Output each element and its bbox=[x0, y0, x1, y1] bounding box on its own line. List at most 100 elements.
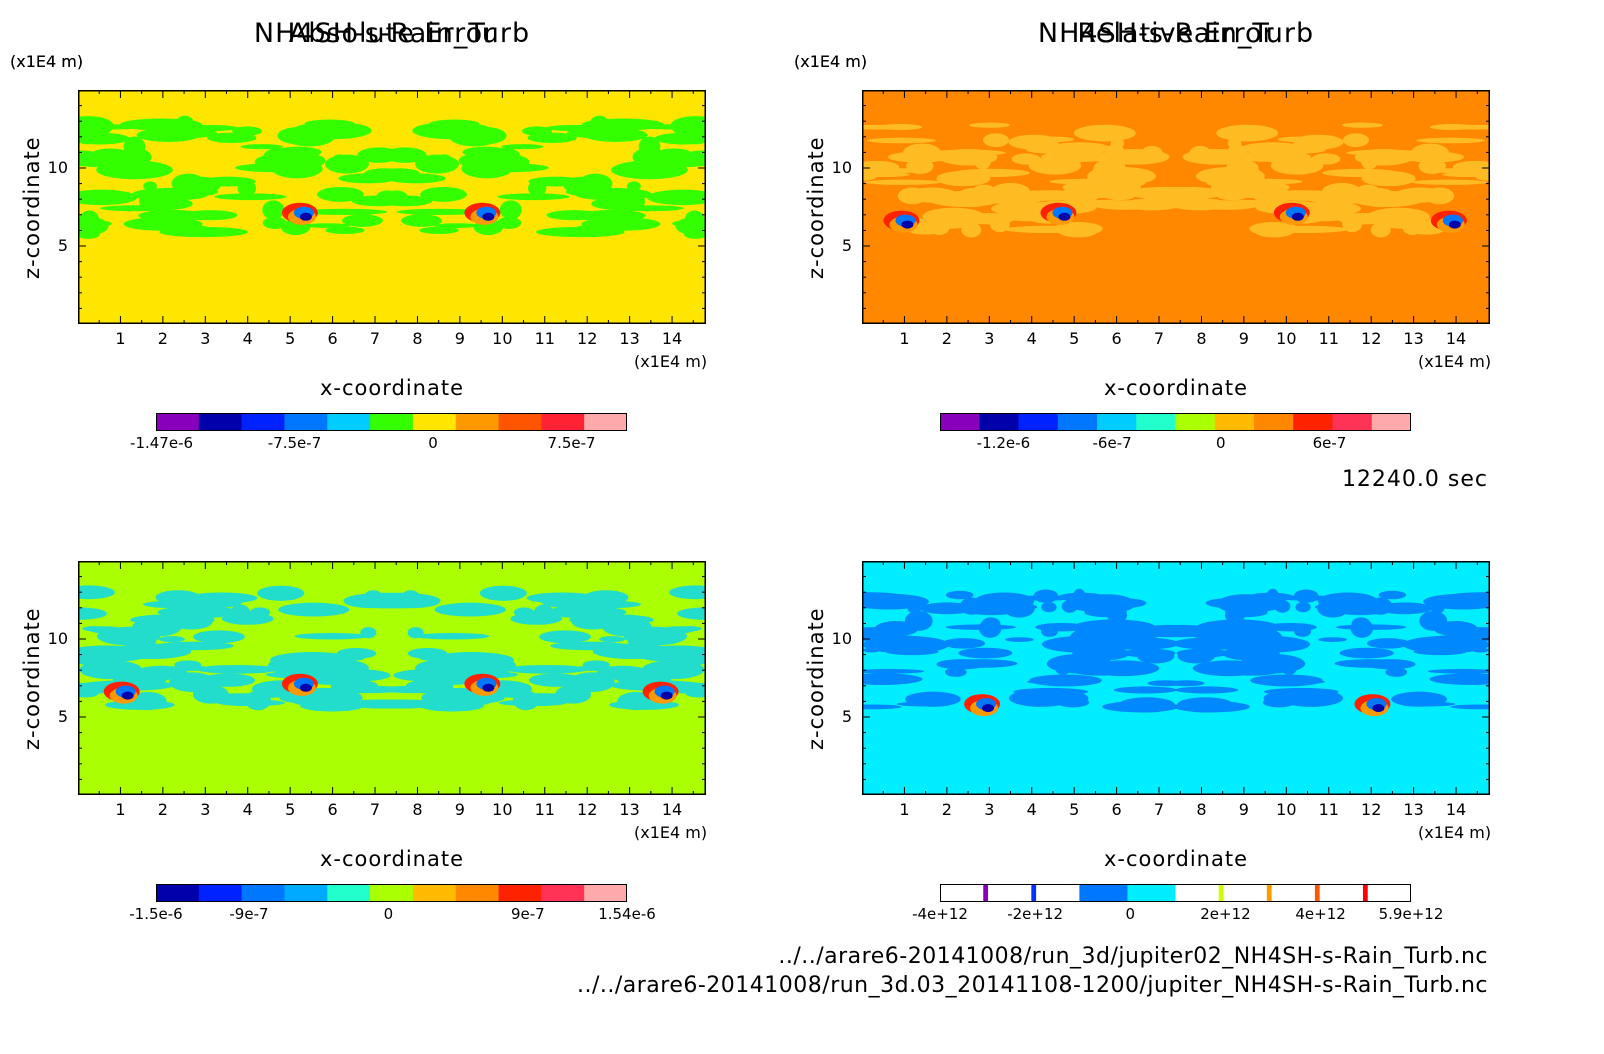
y-tick-label: 10 bbox=[47, 629, 68, 648]
y-tick-label: 10 bbox=[831, 629, 852, 648]
field-patch bbox=[862, 634, 919, 642]
field-patch bbox=[1029, 674, 1102, 687]
field-patch bbox=[1356, 184, 1380, 198]
field-patch bbox=[1295, 601, 1311, 613]
field-patch bbox=[1005, 190, 1095, 201]
colorbar-segment bbox=[584, 413, 627, 430]
colorbar-segment bbox=[979, 413, 1019, 430]
field-patch bbox=[341, 214, 383, 227]
field-patch bbox=[1339, 647, 1394, 659]
field-patch bbox=[578, 173, 613, 194]
field-patch bbox=[438, 154, 452, 164]
field-patch bbox=[654, 132, 706, 145]
field-patch bbox=[862, 160, 900, 174]
panel-title: Absolute Error bbox=[288, 18, 496, 49]
field-patch bbox=[1263, 691, 1302, 706]
x-tick-label: 4 bbox=[1026, 329, 1037, 348]
y-tick-label: 5 bbox=[841, 236, 852, 255]
colorbar-segment bbox=[1218, 884, 1225, 901]
source-file: ../../arare6-20141008/run_3d/jupiter02_N… bbox=[778, 944, 1488, 969]
y-unit-label: (x1E4 m) bbox=[794, 52, 868, 71]
field-patch bbox=[497, 216, 522, 230]
x-tick-label: 1 bbox=[115, 800, 126, 819]
x-tick-label: 2 bbox=[157, 800, 168, 819]
core-feature bbox=[281, 202, 318, 225]
field-patch bbox=[1264, 622, 1317, 632]
x-unit-label: (x1E4 m) bbox=[1418, 823, 1492, 842]
y-tick-label: 5 bbox=[57, 236, 68, 255]
colorbar-tick-label: 0 bbox=[428, 434, 438, 452]
field-patch bbox=[676, 626, 702, 632]
field-patch bbox=[200, 176, 256, 187]
field-patch bbox=[196, 664, 279, 674]
x-tick-label: 3 bbox=[200, 800, 211, 819]
field-patch bbox=[1062, 180, 1142, 195]
field-patch bbox=[544, 227, 622, 238]
core-feature bbox=[1430, 210, 1467, 233]
colorbar-segment bbox=[284, 884, 328, 901]
x-tick-label: 2 bbox=[941, 329, 952, 348]
x-tick-label: 14 bbox=[1445, 800, 1467, 819]
field-patch bbox=[500, 144, 544, 150]
field-patch bbox=[581, 217, 661, 231]
field-patch bbox=[1049, 151, 1123, 162]
field-patch bbox=[1334, 659, 1407, 668]
field-patch bbox=[336, 647, 377, 659]
field-patch bbox=[420, 186, 467, 202]
x-tick-label: 14 bbox=[661, 329, 683, 348]
colorbar-segment bbox=[412, 413, 457, 430]
field-patch bbox=[1008, 134, 1059, 150]
field-patch bbox=[479, 585, 527, 601]
field-patch bbox=[433, 223, 481, 228]
field-patch bbox=[646, 189, 706, 206]
field-patch bbox=[685, 689, 706, 698]
source-file: ../../arare6-20141008/run_3d.03_20141108… bbox=[576, 973, 1488, 998]
x-unit-label: (x1E4 m) bbox=[634, 352, 708, 371]
x-tick-label: 12 bbox=[1361, 329, 1382, 348]
field-patch bbox=[1427, 668, 1490, 674]
x-tick-label: 4 bbox=[1026, 800, 1037, 819]
field-patch bbox=[1429, 124, 1475, 131]
field-patch bbox=[1452, 160, 1490, 174]
field-patch bbox=[78, 132, 130, 145]
y-axis-label: z-coordinate bbox=[804, 607, 828, 750]
colorbar-segment bbox=[1271, 884, 1316, 901]
field-patch bbox=[338, 173, 398, 184]
colorbar-tick-label: -4e+12 bbox=[912, 905, 968, 923]
field-patch bbox=[862, 592, 899, 598]
field-patch bbox=[989, 215, 1010, 233]
field-patch bbox=[896, 701, 952, 707]
field-patch bbox=[596, 665, 649, 681]
x-tick-label: 1 bbox=[899, 329, 910, 348]
x-tick-label: 10 bbox=[1276, 800, 1297, 819]
field-patch bbox=[566, 128, 637, 139]
field-patch bbox=[415, 154, 460, 174]
colorbar-segment bbox=[370, 884, 414, 901]
field-patch bbox=[214, 193, 287, 201]
field-patch bbox=[235, 695, 269, 705]
field-patch bbox=[957, 597, 1026, 616]
colorbar-segment bbox=[1319, 884, 1364, 901]
x-tick-label: 9 bbox=[1238, 800, 1249, 819]
colorbar-segment bbox=[541, 884, 585, 901]
x-tick-label: 14 bbox=[661, 800, 683, 819]
x-tick-label: 6 bbox=[1111, 800, 1122, 819]
field-patch bbox=[866, 137, 936, 144]
field-patch bbox=[639, 153, 706, 168]
field-patch bbox=[1394, 187, 1446, 203]
field-patch bbox=[677, 607, 706, 620]
field-patch bbox=[1413, 648, 1467, 656]
field-patch bbox=[162, 227, 240, 238]
field-patch bbox=[1401, 151, 1465, 163]
field-patch bbox=[969, 122, 1011, 128]
field-patch bbox=[533, 604, 555, 623]
field-patch bbox=[304, 119, 355, 128]
panel-title: NH4SH-s-Rain_Turb bbox=[253, 18, 531, 49]
field-patch bbox=[193, 630, 245, 644]
field-patch bbox=[505, 664, 588, 674]
x-tick-label: 5 bbox=[1069, 800, 1080, 819]
x-tick-label: 8 bbox=[1196, 329, 1207, 348]
colorbar-segment bbox=[1223, 884, 1268, 901]
colorbar-segment bbox=[1362, 884, 1369, 901]
x-tick-label: 11 bbox=[534, 329, 555, 348]
